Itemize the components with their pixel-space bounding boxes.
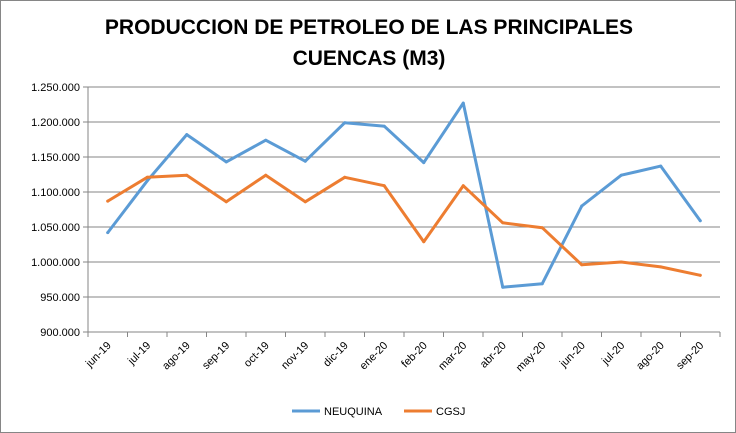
y-tick-label: 1.100.000 (31, 187, 80, 199)
data-point-neuquina (422, 161, 426, 165)
data-point-cgsj (185, 173, 189, 177)
data-point-neuquina (106, 231, 110, 235)
y-tick-label: 1.150.000 (31, 152, 80, 164)
data-point-cgsj (343, 175, 347, 179)
data-point-cgsj (264, 173, 268, 177)
data-point-cgsj (698, 273, 702, 277)
x-tick-label: jun-19 (83, 340, 114, 371)
x-tick-label: jul-19 (125, 340, 153, 368)
data-point-neuquina (264, 138, 268, 142)
data-point-cgsj (501, 221, 505, 225)
x-tick-label: nov-19 (279, 340, 311, 372)
data-point-neuquina (698, 219, 702, 223)
data-point-cgsj (580, 263, 584, 267)
data-point-cgsj (382, 184, 386, 188)
data-point-cgsj (224, 200, 228, 204)
data-point-neuquina (501, 285, 505, 289)
legend-label-neuquina: NEUQUINA (324, 406, 383, 418)
x-tick-label: dic-19 (321, 340, 351, 370)
data-point-cgsj (659, 265, 663, 269)
chart-title-line-2: CUENCAS (M3) (293, 47, 446, 70)
data-point-cgsj (540, 226, 544, 230)
data-point-neuquina (145, 179, 149, 183)
data-point-neuquina (343, 121, 347, 125)
y-tick-label: 1.250.000 (31, 82, 80, 94)
data-point-cgsj (422, 240, 426, 244)
y-tick-label: 1.200.000 (31, 117, 80, 129)
x-tick-label: sep-19 (200, 340, 232, 372)
data-point-neuquina (580, 204, 584, 208)
x-tick-label: oct-19 (242, 340, 272, 370)
data-point-cgsj (619, 260, 623, 264)
data-point-neuquina (224, 160, 228, 164)
x-tick-label: ago-19 (160, 340, 193, 373)
series-line-neuquina (106, 101, 702, 289)
y-tick-label: 950.000 (40, 292, 80, 304)
x-tick-label: may-20 (514, 340, 548, 374)
data-point-cgsj (461, 184, 465, 188)
data-point-neuquina (461, 101, 465, 105)
x-tick-label: sep-20 (674, 340, 706, 372)
legend-label-cgsj: CGSJ (436, 406, 465, 418)
data-point-cgsj (303, 200, 307, 204)
data-point-cgsj (106, 199, 110, 203)
x-tick-label: feb-20 (399, 340, 430, 371)
data-point-neuquina (659, 164, 663, 168)
x-tick-label: ene-20 (358, 340, 391, 373)
x-tick-label: jul-20 (599, 340, 627, 368)
data-point-neuquina (619, 173, 623, 177)
data-point-neuquina (382, 124, 386, 128)
y-tick-label: 1.050.000 (31, 222, 80, 234)
data-point-neuquina (303, 159, 307, 163)
data-point-neuquina (185, 133, 189, 137)
data-point-neuquina (540, 282, 544, 286)
x-tick-label: ago-20 (634, 340, 667, 373)
y-tick-label: 900.000 (40, 327, 80, 339)
x-tick-label: abr-20 (478, 340, 509, 371)
series-line-cgsj (106, 173, 702, 277)
x-tick-label: jun-20 (557, 340, 588, 371)
data-point-cgsj (145, 175, 149, 179)
chart-title-line-1: PRODUCCION DE PETROLEO DE LAS PRINCIPALE… (105, 16, 633, 39)
x-tick-label: mar-20 (436, 340, 469, 373)
y-tick-label: 1.000.000 (31, 257, 80, 269)
